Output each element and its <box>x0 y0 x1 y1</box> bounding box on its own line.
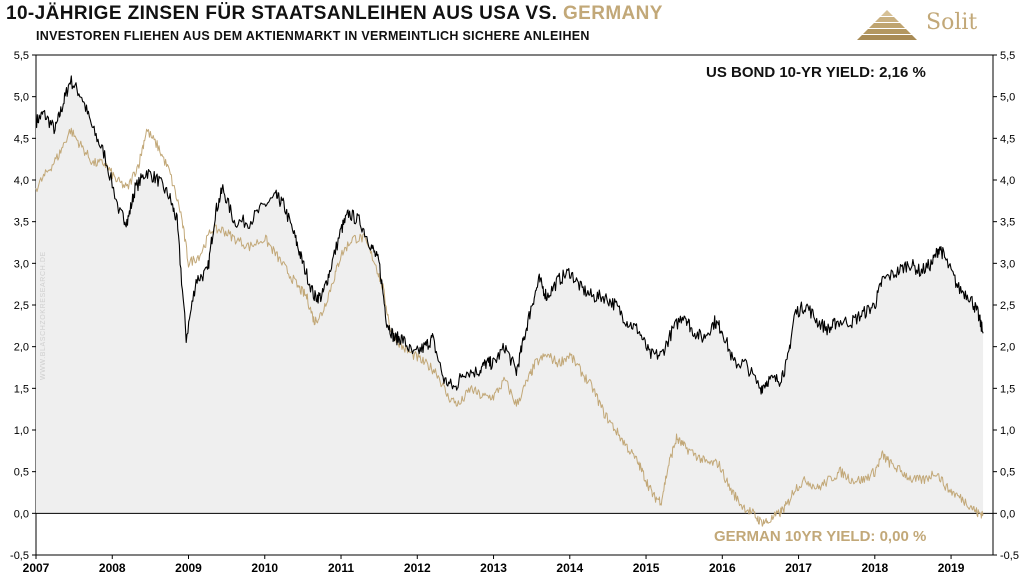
chart-subtitle: INVESTOREN FLIEHEN AUS DEM AKTIENMARKT I… <box>36 29 590 43</box>
ytick-label-left: 1,0 <box>14 425 29 437</box>
xtick-label: 2018 <box>861 561 888 575</box>
xtick-label: 2014 <box>556 561 583 575</box>
ytick-label-left: 1,5 <box>14 383 29 395</box>
xtick-label: 2010 <box>251 561 278 575</box>
de-yield-label: GERMAN 10YR YIELD: 0,00 % <box>714 528 927 545</box>
ytick-label-right: 1,5 <box>1000 383 1015 395</box>
brand-name: Solit <box>926 10 978 35</box>
ytick-label-left: 0,0 <box>14 508 29 520</box>
ytick-label-right: 1,0 <box>1000 425 1015 437</box>
xtick-label: 2009 <box>175 561 202 575</box>
ytick-label-right: 3,0 <box>1000 258 1015 270</box>
us-yield-label: US BOND 10-YR YIELD: 2,16 % <box>706 64 926 81</box>
us-area-fill <box>36 75 984 514</box>
watermark: WWW.BLASCHZOKRESEARCH.DE <box>40 251 47 380</box>
brand-logo: Solit <box>856 6 1016 46</box>
series-line-us <box>35 75 984 395</box>
ytick-label-left: 5,5 <box>14 50 29 62</box>
ytick-label-left: 5,0 <box>14 92 29 104</box>
chart-title: 10-JÄHRIGE ZINSEN FÜR STAATSANLEIHEN AUS… <box>6 3 663 25</box>
title-main: 10-JÄHRIGE ZINSEN FÜR STAATSANLEIHEN AUS… <box>6 3 558 24</box>
xtick-label: 2017 <box>785 561 812 575</box>
ytick-label-left: 3,0 <box>14 258 29 270</box>
series-line-germany <box>35 127 984 527</box>
ytick-label-left: 4,0 <box>14 175 29 187</box>
ytick-label-right: 0,0 <box>1000 508 1015 520</box>
ytick-label-left: 0,5 <box>14 467 29 479</box>
ytick-label-right: 3,5 <box>1000 217 1015 229</box>
ytick-label-left: 2,5 <box>14 300 29 312</box>
ytick-label-left: 2,0 <box>14 342 29 354</box>
xtick-label: 2011 <box>328 561 354 575</box>
ytick-label-right: 2,5 <box>1000 300 1015 312</box>
ytick-label-left: 3,5 <box>14 217 29 229</box>
ytick-label-left: 4,5 <box>14 133 29 145</box>
title-accent: GERMANY <box>562 3 663 24</box>
xtick-label: 2013 <box>480 561 507 575</box>
xtick-label: 2012 <box>404 561 431 575</box>
xtick-label: 2015 <box>633 561 660 575</box>
ytick-label-right: 5,0 <box>1000 92 1015 104</box>
ytick-label-right: 2,0 <box>1000 342 1015 354</box>
xtick-label: 2008 <box>99 561 126 575</box>
ytick-label-right: 4,5 <box>1000 133 1015 145</box>
xtick-label: 2007 <box>23 561 50 575</box>
ytick-label-right: 0,5 <box>1000 467 1015 479</box>
ytick-label-right: 5,5 <box>1000 50 1015 62</box>
pyramid-logo-icon <box>857 10 917 40</box>
ytick-label-right: -0,5 <box>1000 550 1019 562</box>
ytick-label-left: -0,5 <box>10 550 29 562</box>
xtick-label: 2016 <box>709 561 736 575</box>
xtick-label: 2019 <box>938 561 965 575</box>
ytick-label-right: 4,0 <box>1000 175 1015 187</box>
